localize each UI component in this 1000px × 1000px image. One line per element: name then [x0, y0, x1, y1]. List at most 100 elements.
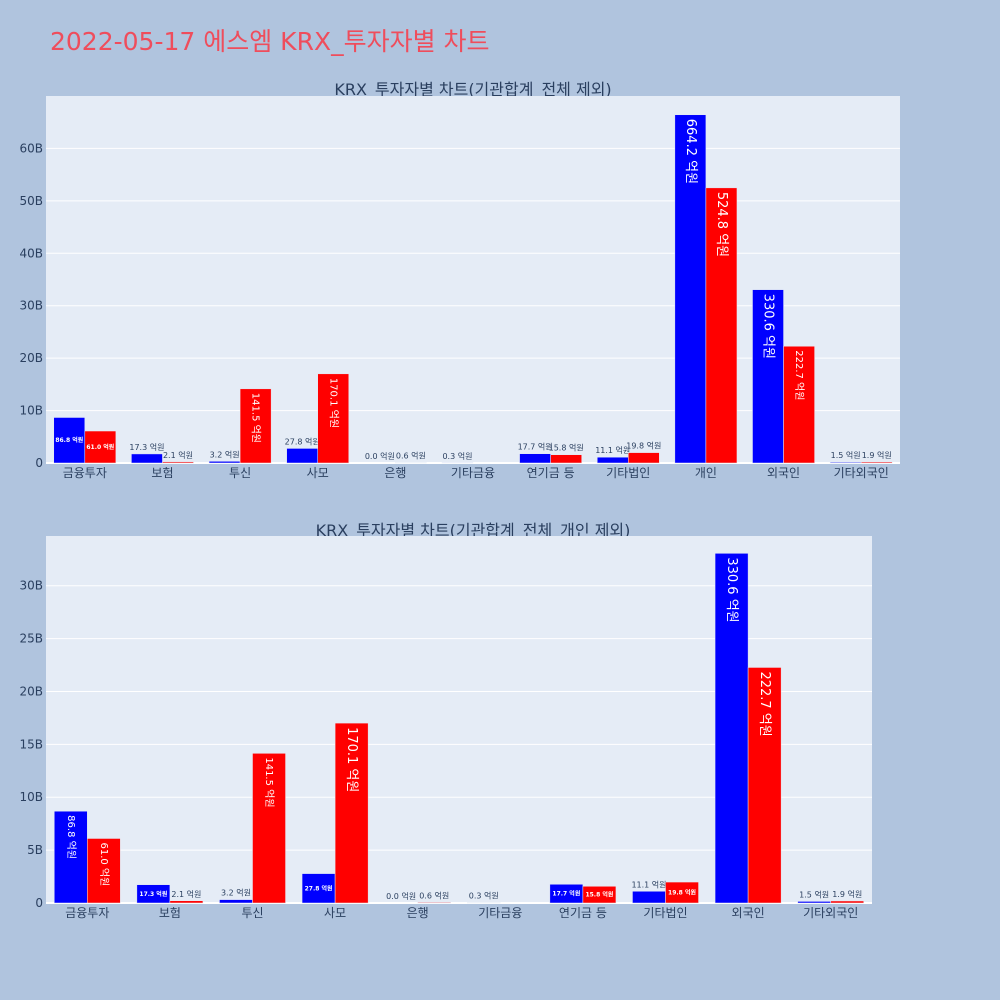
chart-1-xtick-label: 외국인: [767, 466, 800, 480]
chart-1-bar-label: 170.1 억원: [327, 378, 339, 428]
chart-2-bar-label: 0.0 억원: [386, 891, 416, 901]
chart-1-ytick-label: 60B: [19, 141, 43, 155]
chart-1-bar-label: 141.5 억원: [250, 393, 262, 443]
chart-1-ytick-label: 40B: [19, 246, 43, 260]
chart-1-bar: [239, 388, 272, 464]
chart-2-xtick-label: 기타외국인: [803, 906, 858, 920]
chart-1-bar: [53, 417, 86, 464]
chart-1-bar: [674, 114, 707, 464]
chart-2-xtick-label: 투신: [241, 906, 263, 920]
chart-1-bar: [131, 453, 163, 464]
chart-1-bar: [783, 345, 815, 464]
chart-1-bar: [317, 373, 350, 464]
chart-1-bar-label: 15.8 억원: [549, 443, 584, 453]
chart-2-xtick-label: 연기금 등: [559, 906, 607, 920]
chart-2-xtick-label: 금융투자: [65, 906, 109, 920]
chart-2-bar: [169, 900, 204, 904]
chart-2-bar: [582, 886, 617, 904]
chart-1-bar: [752, 289, 784, 464]
chart-1-bar-label: 222.7 억원: [793, 350, 805, 400]
chart-2-bar: [665, 881, 699, 904]
chart-1-bar-label: 61.0 억원: [86, 443, 114, 451]
chart-1-bar-label: 0.6 억원: [396, 451, 426, 461]
chart-2-bar-label: 0.6 억원: [419, 890, 449, 900]
chart-1-bar-label: 2.1 억원: [163, 450, 193, 460]
chart-2-bar-label: 141.5 억원: [263, 757, 275, 807]
chart-2-bar-label: 1.9 억원: [832, 889, 862, 899]
chart-2-bar: [136, 884, 171, 904]
chart-1-bar-label: 1.9 억원: [862, 450, 892, 460]
chart-2-bar: [334, 722, 369, 904]
chart-1-ytick-label: 30B: [19, 299, 43, 313]
chart-2-bar-label: 17.3 억원: [139, 890, 167, 898]
chart-2-bar-label: 11.1 억원: [631, 879, 666, 889]
chart-2-bar: [87, 838, 121, 904]
chart-1-xtick-label: 보험: [151, 466, 173, 480]
chart-1-xtick-label: 투신: [229, 466, 251, 480]
chart-2-bar-label: 17.7 억원: [552, 890, 580, 898]
chart-1-ytick-label: 20B: [19, 351, 43, 365]
chart-1-bar: [286, 448, 318, 464]
chart-1-bar-label: 17.3 억원: [129, 442, 164, 452]
chart-2-bar-label: 27.8 억원: [305, 884, 333, 892]
chart-2-bar: [54, 810, 88, 904]
chart-1-bar-label: 17.7 억원: [518, 442, 553, 452]
chart-1-bar-label: 664.2 억원: [683, 119, 698, 184]
chart-1-bar-label: 1.5 억원: [831, 450, 861, 460]
chart-1-xtick-label: 개인: [695, 466, 717, 480]
chart-1-bar: [550, 454, 582, 464]
chart-2-bar: [714, 553, 749, 904]
chart-2-ytick-label: 30B: [19, 579, 43, 593]
chart-1-bar: [596, 456, 629, 464]
chart-1-bar-label: 11.1 억원: [595, 445, 630, 455]
chart-1-bar-label: 86.8 억원: [55, 436, 83, 444]
chart-1-title: KRX_투자자별 차트(기관합계_전체 제외): [334, 80, 611, 100]
chart-1-bar-label: 19.8 억원: [626, 441, 661, 451]
chart-1-bar: [829, 461, 862, 464]
chart-1-bar-label: 330.6 억원: [761, 294, 776, 359]
chart-2-xtick-label: 기타금융: [478, 906, 522, 920]
chart-1-bar: [208, 461, 241, 464]
chart-2-bar-label: 61.0 억원: [98, 842, 110, 886]
chart-1-ytick-label: 50B: [19, 194, 43, 208]
chart-1-bar-label: 0.3 억원: [442, 451, 472, 461]
chart-1-bar-label: 524.8 억원: [714, 192, 729, 257]
chart-1-bar: [628, 452, 660, 464]
chart-1-ytick-label: 10B: [19, 404, 43, 418]
chart-2-bar-label: 0.3 억원: [469, 891, 499, 901]
chart-2-bar-label: 19.8 억원: [668, 889, 696, 897]
chart-2-ytick-label: 5B: [27, 843, 43, 857]
chart-2-xtick-label: 외국인: [732, 906, 765, 920]
chart-1-bar: [860, 461, 893, 464]
chart-2-xtick-label: 사모: [324, 906, 346, 920]
chart-1-xtick-label: 기타외국인: [834, 466, 889, 480]
chart-1-bar: [162, 461, 194, 464]
chart-1-bar-label: 27.8 억원: [285, 436, 320, 446]
chart-2-xtick-label: 보험: [159, 906, 181, 920]
chart-1-ytick-label: 0: [35, 456, 43, 470]
chart-2-bar-label: 3.2 억원: [221, 888, 251, 898]
chart-2-bar: [632, 891, 666, 904]
chart-1-bar-label: 0.0 억원: [365, 451, 395, 461]
chart-1-xtick-label: 기타법인: [606, 466, 650, 480]
chart-2-bar: [219, 899, 253, 904]
chart-2-bar: [417, 902, 451, 904]
chart-1-xtick-label: 은행: [384, 465, 406, 480]
chart-2-ytick-label: 15B: [19, 737, 43, 751]
chart-2-ytick-label: 0: [35, 896, 43, 910]
chart-2-bar-label: 170.1 억원: [344, 727, 359, 792]
chart-2-ytick-label: 20B: [19, 684, 43, 698]
chart-2-bar: [301, 873, 336, 904]
chart-1-bar-label: 3.2 억원: [210, 449, 240, 459]
chart-2-xtick-label: 기타법인: [643, 906, 687, 920]
chart-1-xtick-label: 기타금융: [451, 466, 495, 480]
chart-1-bar: [84, 430, 117, 464]
chart-2-ytick-label: 25B: [19, 632, 43, 646]
chart-1-bar: [705, 187, 738, 464]
page-title: 2022-05-17 에스엠 KRX_투자자별 차트: [50, 27, 490, 56]
chart-2-bar: [252, 753, 286, 904]
chart-2-ytick-label: 10B: [19, 790, 43, 804]
chart-2-bar-label: 330.6 억원: [724, 557, 739, 622]
chart-1-xtick-label: 사모: [307, 466, 329, 480]
